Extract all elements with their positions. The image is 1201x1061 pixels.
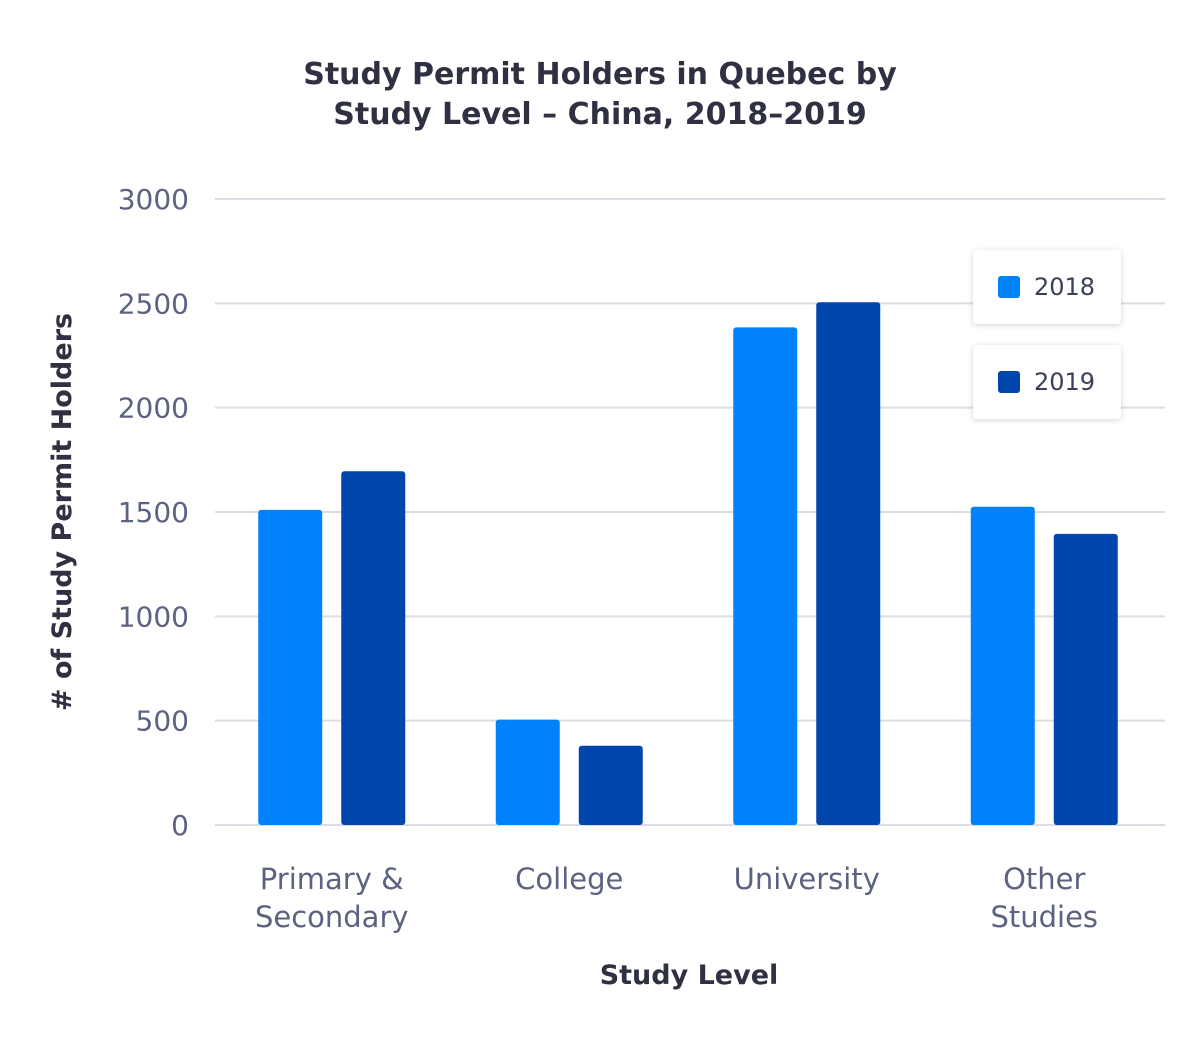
y-tick-label: 2500 <box>118 287 189 320</box>
y-tick-label: 0 <box>171 809 189 842</box>
x-tick-label: Secondary <box>255 900 409 934</box>
legend-item-2019: 2019 <box>973 345 1121 419</box>
bar-2018 <box>970 506 1035 825</box>
x-tick-label: College <box>515 862 623 896</box>
bar-2019 <box>341 471 406 825</box>
y-tick-label: 500 <box>136 705 189 738</box>
y-tick-label: 3000 <box>118 183 189 216</box>
legend-label-2019: 2019 <box>1034 368 1096 396</box>
y-tick-label: 1500 <box>118 496 189 529</box>
x-tick-label: University <box>734 862 880 896</box>
bar-2018 <box>733 327 798 825</box>
y-axis-label: # of Study Permit Holders <box>47 313 78 711</box>
x-tick-label: Primary & <box>260 862 404 896</box>
bar-2019 <box>578 745 643 825</box>
y-tick-label: 1000 <box>118 600 189 633</box>
bar-2018 <box>495 719 560 825</box>
x-tick-label: Other <box>1003 862 1085 896</box>
legend-swatch-2018 <box>998 276 1020 298</box>
legend-swatch-2019 <box>998 371 1020 393</box>
bar-2018 <box>258 509 323 825</box>
x-tick-label: Studies <box>990 900 1098 934</box>
chart-title-line-2: Study Level – China, 2018–2019 <box>333 97 866 132</box>
legend-item-2018: 2018 <box>973 250 1121 324</box>
bar-2019 <box>1053 533 1118 825</box>
bar-2019 <box>816 302 881 825</box>
chart-title-line-1: Study Permit Holders in Quebec by <box>303 57 897 92</box>
legend-label-2018: 2018 <box>1034 273 1096 301</box>
y-tick-label: 2000 <box>118 392 189 425</box>
x-axis-label: Study Level <box>600 960 779 991</box>
